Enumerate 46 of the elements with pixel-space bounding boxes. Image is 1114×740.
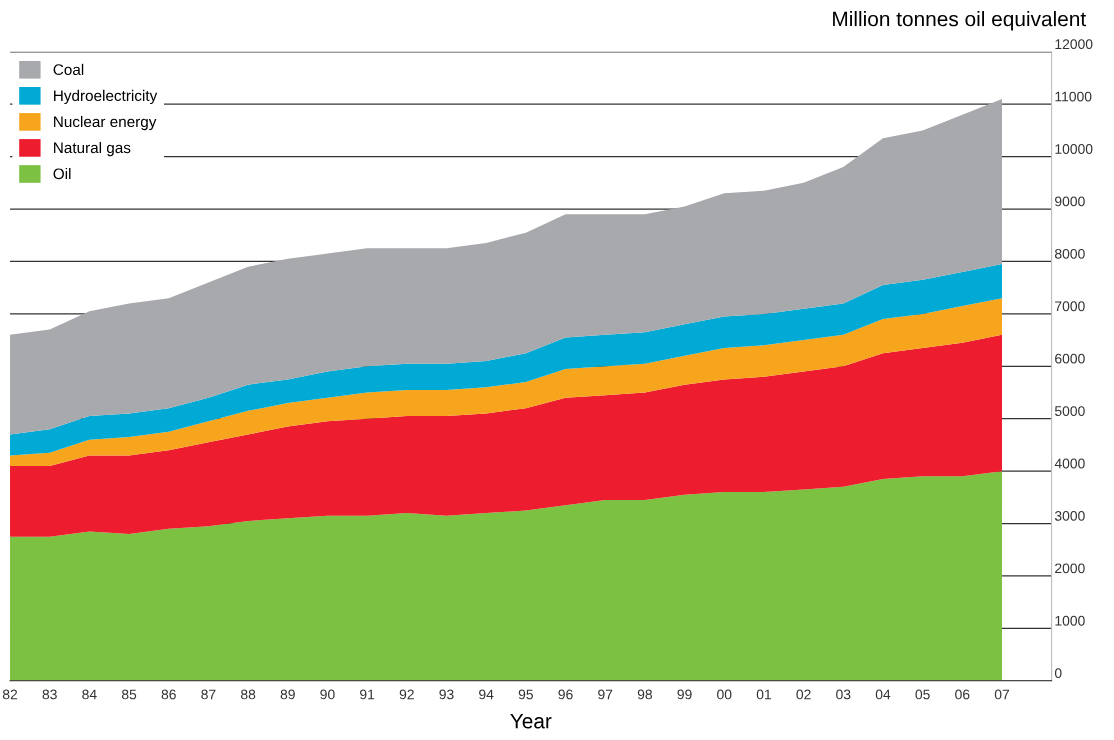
y-tick-label: 8000 [1055, 248, 1085, 259]
x-tick-label: 91 [360, 689, 375, 700]
legend-label: Hydroelectricity [54, 89, 158, 105]
x-tick-label: 06 [955, 689, 970, 700]
x-tick-label: 87 [201, 689, 216, 700]
x-tick-label: 83 [42, 689, 57, 700]
x-tick-label: 96 [558, 689, 573, 700]
x-axis-title: Year [510, 713, 552, 729]
x-tick-label: 04 [875, 689, 891, 700]
x-tick-label: 94 [479, 689, 494, 700]
legend-label: Natural gas [54, 141, 131, 157]
y-tick-label: 5000 [1054, 406, 1085, 416]
x-tick-label: 84 [82, 689, 97, 700]
x-tick-label: 90 [320, 689, 335, 700]
x-tick-label: 92 [399, 689, 414, 700]
y-tick-label: 7000 [1055, 301, 1085, 312]
y-tick-label: 2000 [1055, 563, 1085, 574]
x-tick-label: 02 [796, 689, 811, 700]
legend-label: Nuclear energy [54, 115, 157, 131]
y-tick-label: 9000 [1055, 196, 1085, 207]
x-tick-label: 85 [121, 689, 137, 700]
y-tick-label: 0 [1054, 668, 1062, 679]
y-tick-label: 11000 [1055, 91, 1092, 102]
x-tick-label: 88 [240, 689, 256, 700]
x-tick-label: 01 [756, 689, 771, 700]
x-tick-label: 86 [161, 689, 176, 700]
x-tick-label: 99 [677, 689, 692, 700]
y-tick-label: 3000 [1054, 510, 1085, 521]
x-tick-label: 05 [915, 689, 930, 700]
x-tick-label: 93 [439, 689, 454, 700]
x-tick-label: 98 [637, 689, 653, 700]
y-tick-label: 12000 [1055, 39, 1093, 50]
x-tick-label: 97 [598, 689, 613, 700]
legend-label: Oil [53, 167, 71, 180]
y-tick-label: 1000 [1055, 615, 1085, 626]
y-tick-label: 6000 [1055, 353, 1085, 364]
x-tick-label: 07 [994, 689, 1010, 700]
legend-label: Coal [53, 63, 84, 76]
x-tick-label: 89 [280, 689, 295, 700]
y-axis-title: Million tonnes oil equivalent [833, 11, 1087, 31]
x-tick-label: 95 [518, 689, 533, 700]
x-tick-label: 03 [836, 689, 851, 700]
y-tick-label: 4000 [1054, 458, 1085, 469]
x-tick-label: 82 [2, 689, 18, 700]
y-tick-label: 10000 [1055, 144, 1093, 154]
x-tick-label: 00 [717, 689, 732, 700]
